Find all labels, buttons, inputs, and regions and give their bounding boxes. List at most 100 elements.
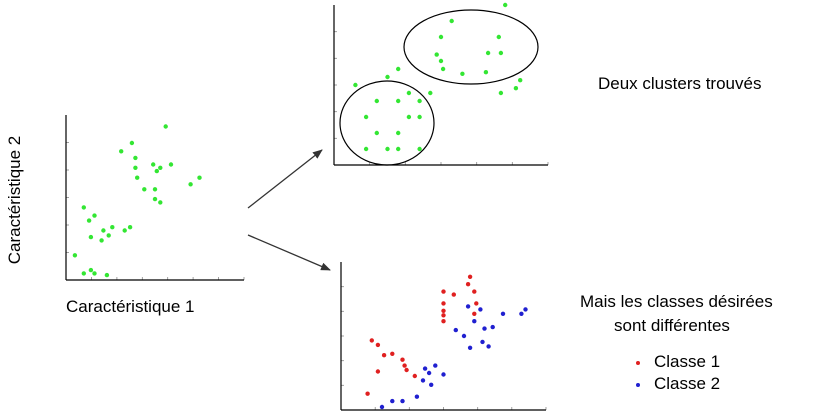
data-point [88,234,94,240]
y-axis-label: Caractéristique 2 [5,135,24,265]
data-point [483,70,489,75]
class-1-point [412,373,417,379]
cluster-ellipse-2 [403,9,539,85]
class-2-point [453,327,458,333]
data-point [92,213,97,218]
data-point [417,146,422,152]
class-2-point [519,311,524,316]
cluster-ellipse-1 [339,80,435,166]
class-1-point [441,289,446,294]
data-point [152,196,158,202]
y-axis-label-container: Caractéristique 2 [1,115,29,285]
class-1-point [402,363,407,368]
data-point [438,34,444,40]
data-point [129,140,135,146]
data-point [158,165,163,170]
class-1-point [365,391,370,396]
data-point [197,175,202,180]
x-axis-label: Caractéristique 1 [66,297,195,316]
clusters-points [353,2,523,152]
data-point [106,233,111,238]
class-1-point [369,338,374,343]
class-2-point [523,307,528,312]
data-point [485,50,491,56]
class-2-point [429,382,434,387]
data-point [385,74,390,80]
data-point [151,162,156,167]
data-point [168,162,174,167]
class-1-point [474,301,479,306]
class-1-point [441,319,446,324]
class-2-point [420,378,426,383]
data-point [449,18,454,24]
data-point [396,66,401,72]
data-point [72,253,78,258]
data-point [417,98,422,104]
class-2-point [465,304,471,309]
class-1-point [404,367,409,373]
data-point [406,90,412,96]
legend-label-class-2: Classe 2 [654,374,721,393]
data-point [154,168,159,174]
legend-item-class-2: Classe 2 [636,375,720,392]
legend-item-class-1: Classe 1 [636,353,720,370]
data-point [152,187,158,192]
class-1-point [390,351,395,356]
class-2-point [478,307,483,312]
data-point [127,225,133,230]
class-2-point [482,326,487,331]
class-2-point [467,345,473,350]
data-point [428,90,433,96]
legend-label-class-1: Classe 1 [654,352,721,371]
class-2-point [433,363,438,368]
class-1-point [441,313,446,318]
data-point [158,200,163,205]
class-1-point [465,282,471,287]
classes-plot [340,262,547,411]
class-2-point [486,344,491,349]
data-point [385,146,390,152]
data-point [513,86,519,91]
data-point [374,98,379,104]
data-point [363,114,369,120]
class-2-point [414,394,420,399]
class-2-point [379,404,385,410]
data-point [86,218,92,223]
class-1-point [451,292,456,297]
class-1-point [441,301,446,306]
clusters-found-label: Deux clusters trouvés [598,74,762,93]
data-point [460,71,465,77]
data-point [135,175,140,180]
data-point [496,34,501,40]
original-points [72,124,202,278]
clusters-ticks [334,31,549,165]
data-point [101,228,106,233]
class-1-point [381,353,387,358]
data-point [119,149,124,154]
legend-marker-class-2 [636,382,640,387]
data-point [417,114,422,120]
data-point [374,130,379,136]
class-2-point [480,339,485,345]
class-2-point [426,370,432,376]
class-1-point [375,369,381,374]
class-2-point [441,372,446,377]
data-point [110,225,115,230]
data-point [434,52,439,57]
class-1-point [400,357,405,362]
data-point [188,182,193,187]
data-point [353,82,358,88]
data-point [396,130,401,136]
class-2-point [400,398,405,404]
arrow-to-classes [247,234,331,271]
data-point [142,187,147,192]
class-1-point [375,342,381,348]
data-point [88,267,94,273]
classes-points [365,274,528,410]
class-2-point [490,324,495,330]
data-point [498,90,504,96]
class-2-point [472,319,477,324]
data-point [92,271,97,276]
